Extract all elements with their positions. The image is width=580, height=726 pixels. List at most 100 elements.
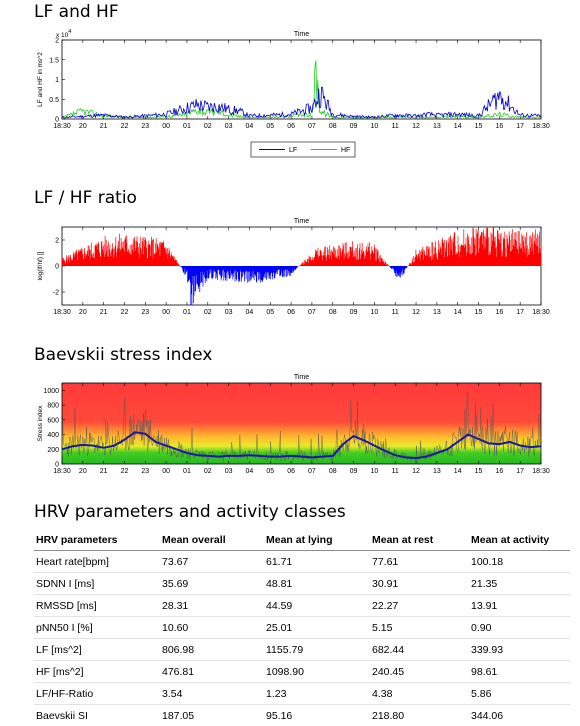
plot-frame (62, 40, 541, 119)
x-tick-label: 13 (433, 309, 441, 316)
x-tick-label: 04 (246, 123, 254, 130)
table-cell: 1098.90 (264, 661, 370, 683)
y-tick-label: 0 (55, 264, 59, 271)
table-cell: 61.71 (264, 551, 370, 573)
table-cell: 344.06 (469, 705, 570, 726)
x-tick-label: 07 (308, 123, 316, 130)
x-tick-label: 14 (454, 468, 462, 475)
x-tick-label: 08 (329, 123, 337, 130)
x-tick-label: 10 (370, 468, 378, 475)
x-tick-label: 06 (287, 309, 295, 316)
x-tick-label: 18:30 (532, 309, 550, 316)
table-cell: 682.44 (370, 639, 469, 661)
y-tick-label: 0.5 (49, 97, 59, 104)
x-tick-label: 12 (412, 309, 420, 316)
x-tick-label: 18:30 (53, 123, 71, 130)
chart-title: Time (294, 374, 309, 381)
y-tick-label: 2 (55, 238, 59, 245)
table-cell: 22.27 (370, 595, 469, 617)
table-cell: 1155.79 (264, 639, 370, 661)
y-axis-label: Stress index (37, 405, 44, 442)
x-tick-label: 20 (79, 309, 87, 316)
table-cell: 30.91 (370, 573, 469, 595)
x-tick-label: 17 (516, 123, 524, 130)
table-cell: 10.60 (160, 617, 264, 639)
lf-hf-ratio-section-title: LF / HF ratio (34, 188, 137, 208)
x-tick-label: 11 (392, 123, 399, 130)
x-tick-label: 03 (225, 468, 233, 475)
x-tick-label: 20 (79, 123, 87, 130)
table-cell: 240.45 (370, 661, 469, 683)
x-tick-label: 17 (516, 309, 524, 316)
x-tick-label: 05 (266, 309, 274, 316)
table-cell: 95.16 (264, 705, 370, 726)
x-tick-label: 06 (287, 123, 295, 130)
x-tick-label: 16 (495, 309, 503, 316)
lf-hf-section-title: LF and HF (34, 2, 119, 22)
y-tick-label: 200 (47, 447, 59, 454)
x-tick-label: 17 (516, 468, 524, 475)
ratio-negative-bars (180, 266, 408, 305)
column-header: Mean at rest (370, 531, 469, 551)
column-header: Mean at activity (469, 531, 570, 551)
x-tick-label: 21 (100, 123, 108, 130)
x-tick-label: 09 (350, 123, 358, 130)
table-cell: 28.31 (160, 595, 264, 617)
x-tick-label: 07 (308, 309, 316, 316)
x-tick-label: 05 (266, 468, 274, 475)
y-tick-label: -2 (53, 290, 59, 297)
x-tick-label: 11 (392, 309, 399, 316)
hrv-table-section-title: HRV parameters and activity classes (34, 502, 346, 522)
x-tick-label: 09 (350, 468, 358, 475)
table-cell: 3.54 (160, 683, 264, 705)
x-tick-label: 01 (183, 123, 191, 130)
x-tick-label: 16 (495, 123, 503, 130)
x-tick-label: 09 (350, 309, 358, 316)
series-line-lf (62, 87, 541, 118)
table-cell: HF [ms^2] (34, 661, 160, 683)
chart-title: Time (294, 31, 309, 38)
table-cell: 4.38 (370, 683, 469, 705)
x-tick-label: 02 (204, 468, 212, 475)
x-tick-label: 15 (475, 123, 483, 130)
table-cell: 25.01 (264, 617, 370, 639)
table-cell: 218.80 (370, 705, 469, 726)
x-tick-label: 03 (225, 123, 233, 130)
x-tick-label: 22 (121, 468, 129, 475)
x-tick-label: 15 (475, 468, 483, 475)
table-cell: 21.35 (469, 573, 570, 595)
x-tick-label: 18:30 (53, 309, 71, 316)
table-header-row: HRV parameters Mean overall Mean at lyin… (34, 531, 570, 551)
y-tick-label: 1000 (43, 388, 59, 395)
x-tick-label: 12 (412, 123, 420, 130)
x-tick-label: 07 (308, 468, 316, 475)
table-cell: 5.15 (370, 617, 469, 639)
x-tick-label: 16 (495, 468, 503, 475)
x-tick-label: 05 (266, 123, 274, 130)
table-cell: 476.81 (160, 661, 264, 683)
column-header: Mean overall (160, 531, 264, 551)
table-cell: Baevskii SI (34, 705, 160, 726)
x-tick-label: 21 (100, 468, 108, 475)
x-tick-label: 12 (412, 468, 420, 475)
ratio-positive-bars (62, 227, 541, 266)
table-cell: 5.86 (469, 683, 570, 705)
x-tick-label: 03 (225, 309, 233, 316)
x-tick-label: 18:30 (532, 123, 550, 130)
table-cell: 13.91 (469, 595, 570, 617)
x-tick-label: 06 (287, 468, 295, 475)
x-tick-label: 00 (162, 123, 170, 130)
column-header: Mean at lying (264, 531, 370, 551)
series-line-hf (62, 60, 541, 118)
table-cell: 35.69 (160, 573, 264, 595)
x-tick-label: 20 (79, 468, 87, 475)
x-tick-label: 18:30 (53, 468, 71, 475)
y-axis-label: LF and HF in ms^2 (37, 52, 44, 107)
